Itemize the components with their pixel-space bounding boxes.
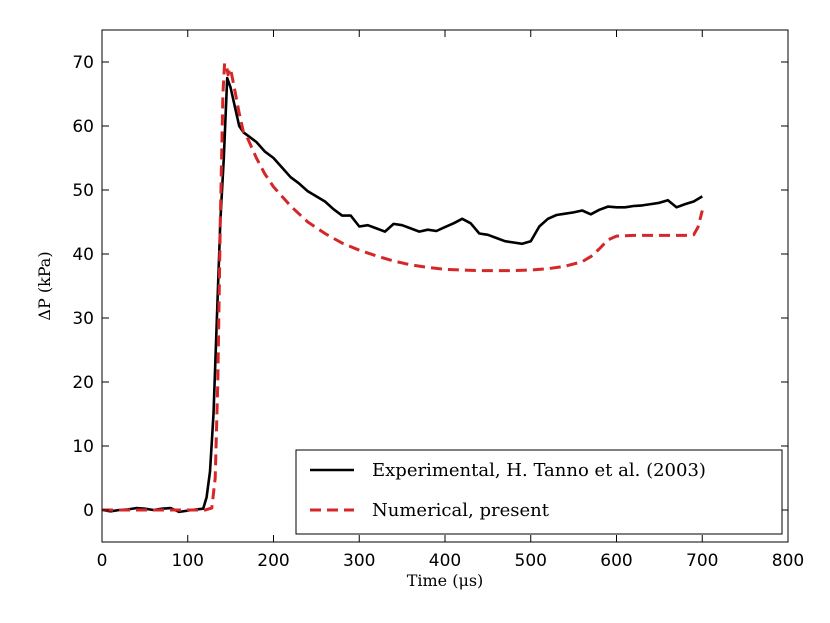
y-tick-label: 10 xyxy=(72,437,94,457)
x-axis-label: Time (μs) xyxy=(407,571,484,590)
y-tick-label: 30 xyxy=(72,309,94,329)
x-tick-label: 100 xyxy=(172,551,204,571)
legend-box xyxy=(295,449,783,535)
x-tick-label: 400 xyxy=(429,551,461,571)
x-tick-label: 500 xyxy=(515,551,547,571)
plot-lines xyxy=(101,61,704,514)
x-tick-label: 700 xyxy=(686,551,718,571)
y-axis-label: ΔP (kPa) xyxy=(35,251,54,320)
x-tick-label: 600 xyxy=(600,551,632,571)
x-tick-label: 300 xyxy=(343,551,375,571)
series-line-numerical xyxy=(102,61,704,512)
x-tick-label: 0 xyxy=(97,551,108,571)
legend: Experimental, H. Tanno et al. (2003) Num… xyxy=(295,449,783,535)
y-tick-label: 20 xyxy=(72,373,94,393)
x-tick-label: 200 xyxy=(257,551,289,571)
axis-tick-labels: 0 100 200 300 400 500 600 700 800 0 10 20 30 40 50 60 70 xyxy=(72,53,804,571)
y-tick-label: 40 xyxy=(72,245,94,265)
series-line-experimental xyxy=(101,76,703,514)
y-tick-label: 70 xyxy=(72,53,94,73)
legend-label-experimental: Experimental, H. Tanno et al. (2003) xyxy=(372,460,706,481)
x-tick-label: 800 xyxy=(772,551,804,571)
y-tick-label: 60 xyxy=(72,117,94,137)
axis-ticks xyxy=(101,30,789,542)
y-tick-label: 0 xyxy=(83,501,94,521)
y-tick-label: 50 xyxy=(72,181,94,201)
legend-label-numerical: Numerical, present xyxy=(372,500,550,521)
